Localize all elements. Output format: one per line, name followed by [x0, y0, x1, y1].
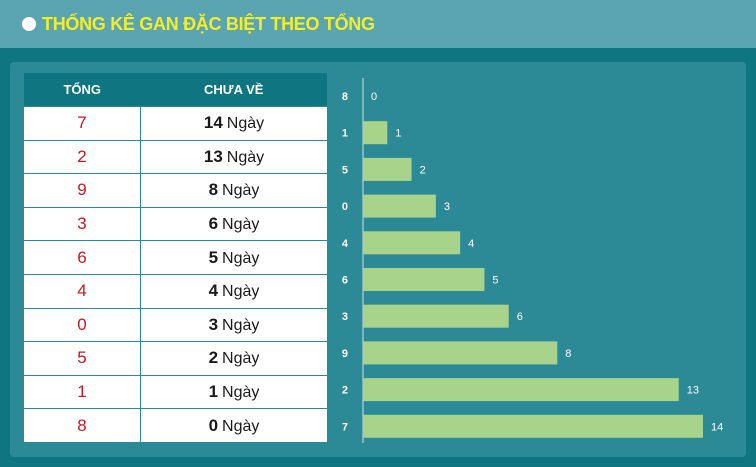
sum-cell: 9 [24, 173, 141, 208]
category-label: 8 [342, 91, 348, 103]
bar [363, 268, 485, 291]
table-row: 4 4 Ngày [24, 273, 327, 309]
days-count: 5 [208, 247, 219, 267]
absent-days-cell: 0 Ngày [140, 408, 327, 442]
sum-cell: 8 [24, 408, 141, 442]
days-unit: Ngày [222, 384, 260, 402]
value-label: 0 [371, 91, 377, 103]
table-row: 2 13 Ngày [24, 139, 327, 174]
category-label: 7 [342, 421, 348, 433]
days-count: 6 [208, 214, 219, 234]
table-row: 6 5 Ngày [24, 240, 327, 275]
category-label: 2 [342, 385, 348, 397]
sum-cell: 6 [24, 240, 141, 275]
bar [363, 121, 388, 145]
bar [363, 231, 461, 255]
days-unit: Ngày [222, 216, 260, 234]
absent-days-cell: 8 Ngày [140, 173, 327, 208]
days-unit: Ngày [222, 283, 260, 301]
column-header-sum: TỔNG [24, 73, 141, 107]
bullet-icon [22, 17, 36, 31]
sum-cell: 4 [24, 273, 141, 309]
page-header: THỐNG KÊ GAN ĐẶC BIỆT THEO TỔNG [0, 0, 756, 48]
value-label: 14 [711, 421, 723, 433]
bar [363, 414, 703, 438]
value-label: 1 [395, 128, 401, 140]
bar [363, 157, 412, 181]
value-label: 13 [687, 385, 699, 397]
category-label: 4 [342, 238, 349, 250]
days-count: 0 [208, 415, 219, 435]
bar-chart: 8 0 1 1 5 2 0 3 4 4 6 5 3 6 9 8 2 13 7 14 [342, 78, 723, 443]
category-label: 5 [342, 164, 348, 176]
absent-days-cell: 4 Ngày [140, 273, 327, 309]
table-row: 1 1 Ngày [24, 374, 327, 409]
days-count: 4 [208, 281, 219, 301]
sum-cell: 2 [24, 139, 141, 174]
sum-cell: 5 [24, 341, 141, 376]
table-row: 5 2 Ngày [24, 341, 327, 376]
value-label: 5 [492, 275, 498, 287]
absent-days-cell: 3 Ngày [140, 307, 327, 342]
days-count: 3 [208, 314, 219, 334]
days-count: 14 [203, 113, 223, 133]
value-label: 8 [565, 348, 571, 360]
days-unit: Ngày [222, 316, 260, 334]
bar [363, 341, 558, 365]
absent-days-cell: 13 Ngày [140, 139, 327, 174]
value-label: 2 [420, 164, 426, 176]
bar [363, 304, 509, 328]
absent-days-cell: 5 Ngày [140, 240, 327, 275]
bar [363, 378, 679, 402]
days-count: 1 [208, 382, 219, 402]
absent-days-cell: 1 Ngày [140, 374, 327, 409]
days-unit: Ngày [222, 249, 260, 267]
value-label: 3 [444, 201, 450, 213]
days-count: 8 [208, 180, 219, 200]
category-label: 0 [342, 201, 348, 213]
days-unit: Ngày [222, 350, 260, 368]
absent-days-cell: 6 Ngày [140, 206, 327, 241]
sum-cell: 7 [24, 106, 141, 141]
table-row: 3 6 Ngày [24, 206, 327, 241]
table-row: 7 14 Ngày [24, 106, 327, 141]
days-unit: Ngày [222, 182, 260, 200]
value-label: 6 [517, 311, 523, 323]
absent-days-cell: 14 Ngày [140, 106, 327, 141]
table-row: 8 0 Ngày [24, 408, 327, 442]
bar [363, 194, 436, 218]
days-unit: Ngày [226, 115, 265, 133]
category-label: 1 [342, 128, 348, 140]
days-unit: Ngày [222, 417, 260, 435]
sum-cell: 1 [24, 374, 141, 409]
page-title: THỐNG KÊ GAN ĐẶC BIỆT THEO TỔNG [42, 13, 375, 34]
absent-days-cell: 2 Ngày [140, 341, 327, 376]
category-label: 9 [342, 348, 348, 360]
days-unit: Ngày [226, 148, 265, 166]
days-count: 2 [208, 348, 219, 368]
table-row: 0 3 Ngày [24, 307, 327, 342]
column-header-absent: CHƯA VỀ [140, 73, 327, 107]
table-row: 9 8 Ngày [24, 173, 327, 208]
sum-cell: 0 [24, 307, 141, 342]
category-label: 6 [342, 275, 348, 287]
gan-table: TỔNG CHƯA VỀ 7 14 Ngày 2 13 Ngày 9 8 Ngày 3 6 Ngày 6… [24, 73, 327, 442]
category-label: 3 [342, 311, 348, 323]
days-count: 13 [203, 146, 223, 166]
value-label: 4 [468, 238, 474, 250]
sum-cell: 3 [24, 206, 141, 241]
table-header-row: TỔNG CHƯA VỀ [24, 73, 327, 107]
